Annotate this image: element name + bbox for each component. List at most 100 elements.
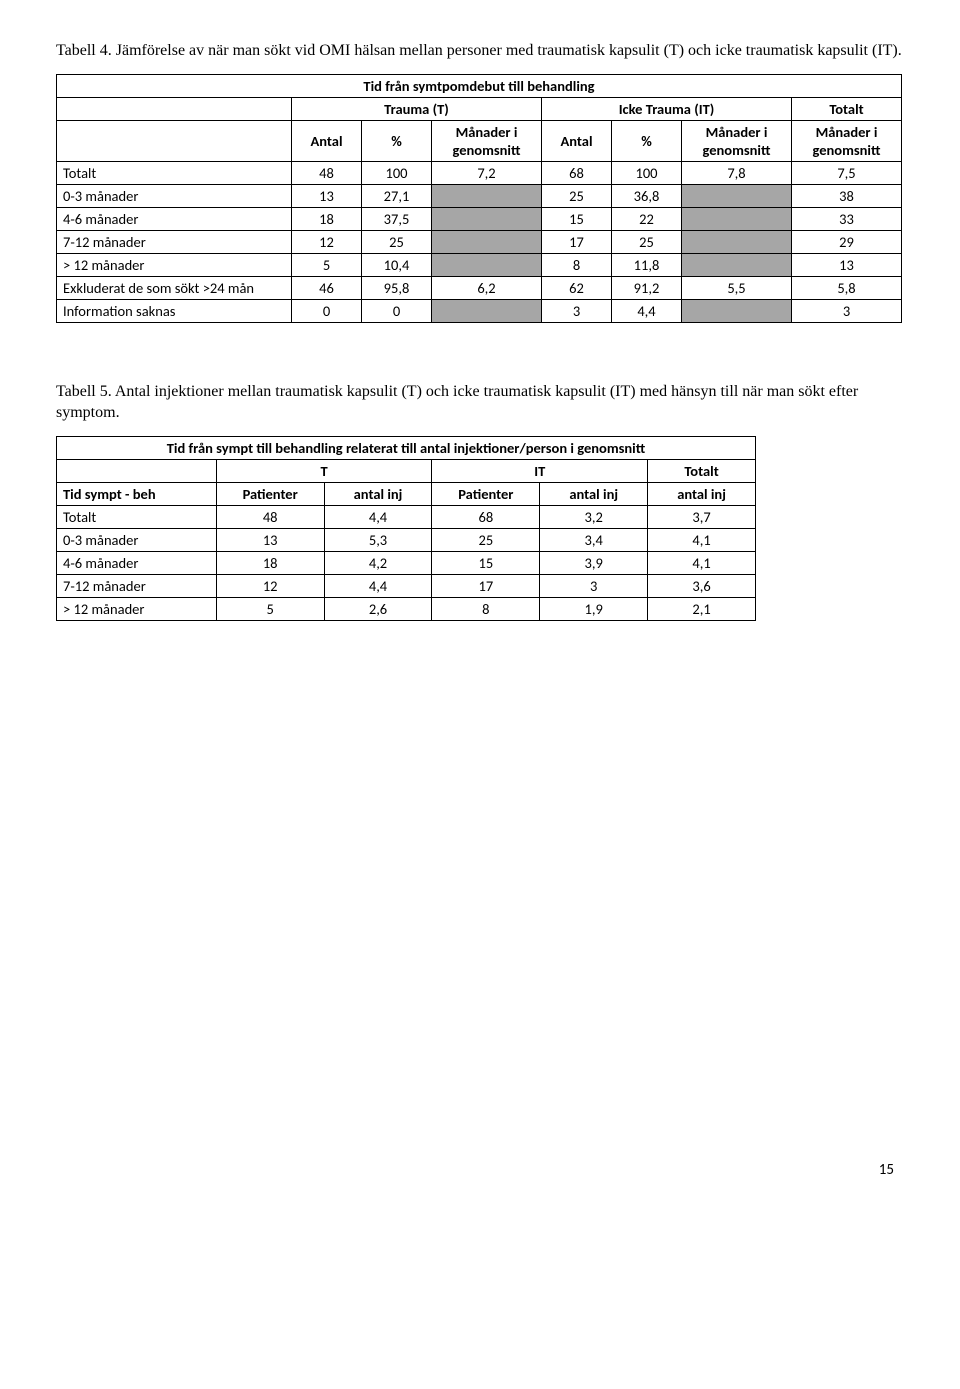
table-cell: 4,1: [648, 551, 756, 574]
table4-group-icke: Icke Trauma (IT): [542, 97, 792, 120]
table-cell: 12: [216, 574, 324, 597]
table-cell: [682, 184, 792, 207]
col-pct-1: %: [362, 120, 432, 161]
table-cell: 0-3 månader: [57, 184, 292, 207]
table-cell: 46: [292, 276, 362, 299]
table-cell: 2,6: [324, 597, 432, 620]
table-cell: Information saknas: [57, 299, 292, 322]
table-cell: 5: [292, 253, 362, 276]
table-row: 7-12 månader124,41733,6: [57, 574, 756, 597]
table-cell: 15: [432, 551, 540, 574]
table-cell: 3: [792, 299, 902, 322]
table-cell: 17: [432, 574, 540, 597]
table-cell: 3,9: [540, 551, 648, 574]
table-row: 4-6 månader184,2153,94,1: [57, 551, 756, 574]
table-cell: 2,1: [648, 597, 756, 620]
table-cell: [682, 253, 792, 276]
table-cell: 48: [292, 161, 362, 184]
table-cell: 7,2: [432, 161, 542, 184]
table-cell: 62: [542, 276, 612, 299]
col-inj-tot: antal inj: [648, 482, 756, 505]
table-cell: 5,3: [324, 528, 432, 551]
table-row: Information saknas0034,43: [57, 299, 902, 322]
table-cell: 4,1: [648, 528, 756, 551]
table-cell: 5,5: [682, 276, 792, 299]
table4-group-trauma: Trauma (T): [292, 97, 542, 120]
table-cell: 0-3 månader: [57, 528, 217, 551]
table-cell: 68: [542, 161, 612, 184]
table-cell: 29: [792, 230, 902, 253]
table-cell: 13: [792, 253, 902, 276]
table-cell: 27,1: [362, 184, 432, 207]
table-cell: 15: [542, 207, 612, 230]
table-cell: Totalt: [57, 505, 217, 528]
table-cell: 0: [292, 299, 362, 322]
table-cell: 10,4: [362, 253, 432, 276]
table-cell: 25: [362, 230, 432, 253]
table-cell: 7,5: [792, 161, 902, 184]
caption-table-4: Tabell 4. Jämförelse av när man sökt vid…: [56, 40, 904, 62]
table-cell: 4,4: [324, 505, 432, 528]
table5-group-t: T: [216, 459, 432, 482]
table4-empty-header: [57, 97, 292, 120]
table-cell: 7,8: [682, 161, 792, 184]
table-cell: [432, 230, 542, 253]
table5-group-it: IT: [432, 459, 648, 482]
col-inj-1: antal inj: [324, 482, 432, 505]
table-cell: 1,9: [540, 597, 648, 620]
table-cell: 4,4: [612, 299, 682, 322]
table-row: 0-3 månader1327,12536,838: [57, 184, 902, 207]
table-row: Totalt481007,2681007,87,5: [57, 161, 902, 184]
table-cell: 17: [542, 230, 612, 253]
table-cell: [432, 299, 542, 322]
table-cell: [682, 230, 792, 253]
table-cell: Totalt: [57, 161, 292, 184]
col-pat-1: Patienter: [216, 482, 324, 505]
table5-empty-header: [57, 459, 217, 482]
table-cell: 4,4: [324, 574, 432, 597]
table-cell: 8: [542, 253, 612, 276]
table-cell: [682, 299, 792, 322]
table-cell: 3,4: [540, 528, 648, 551]
table4-group-totalt: Totalt: [792, 97, 902, 120]
table-cell: 3,2: [540, 505, 648, 528]
table-cell: 25: [612, 230, 682, 253]
table-cell: 8: [432, 597, 540, 620]
table-cell: [432, 207, 542, 230]
table-cell: 4-6 månader: [57, 207, 292, 230]
table-cell: 25: [432, 528, 540, 551]
table-cell: 3: [542, 299, 612, 322]
page-number: 15: [56, 1161, 904, 1179]
table-cell: 36,8: [612, 184, 682, 207]
col-mig-2: Månader i genomsnitt: [682, 120, 792, 161]
table-cell: 13: [292, 184, 362, 207]
col-pat-2: Patienter: [432, 482, 540, 505]
table-cell: 91,2: [612, 276, 682, 299]
table-cell: 5: [216, 597, 324, 620]
table-cell: 68: [432, 505, 540, 528]
table-row: Totalt484,4683,23,7: [57, 505, 756, 528]
table-row: > 12 månader510,4811,813: [57, 253, 902, 276]
table-cell: 12: [292, 230, 362, 253]
col-antal-1: Antal: [292, 120, 362, 161]
table-cell: 18: [216, 551, 324, 574]
table-cell: 5,8: [792, 276, 902, 299]
table-cell: 3,6: [648, 574, 756, 597]
table-cell: 0: [362, 299, 432, 322]
table-cell: 7-12 månader: [57, 574, 217, 597]
table-cell: 3,7: [648, 505, 756, 528]
table-row: 4-6 månader1837,5152233: [57, 207, 902, 230]
table-row: Exkluderat de som sökt >24 mån4695,86,26…: [57, 276, 902, 299]
table5-banner: Tid från sympt till behandling relaterat…: [57, 436, 756, 459]
table-cell: 4-6 månader: [57, 551, 217, 574]
table-cell: 48: [216, 505, 324, 528]
table-cell: > 12 månader: [57, 253, 292, 276]
table-cell: [432, 184, 542, 207]
table-cell: 3: [540, 574, 648, 597]
table-row: 0-3 månader135,3253,44,1: [57, 528, 756, 551]
table-cell: 7-12 månader: [57, 230, 292, 253]
caption-table-5: Tabell 5. Antal injektioner mellan traum…: [56, 381, 904, 424]
table-cell: 38: [792, 184, 902, 207]
table-cell: 13: [216, 528, 324, 551]
table-cell: 100: [612, 161, 682, 184]
